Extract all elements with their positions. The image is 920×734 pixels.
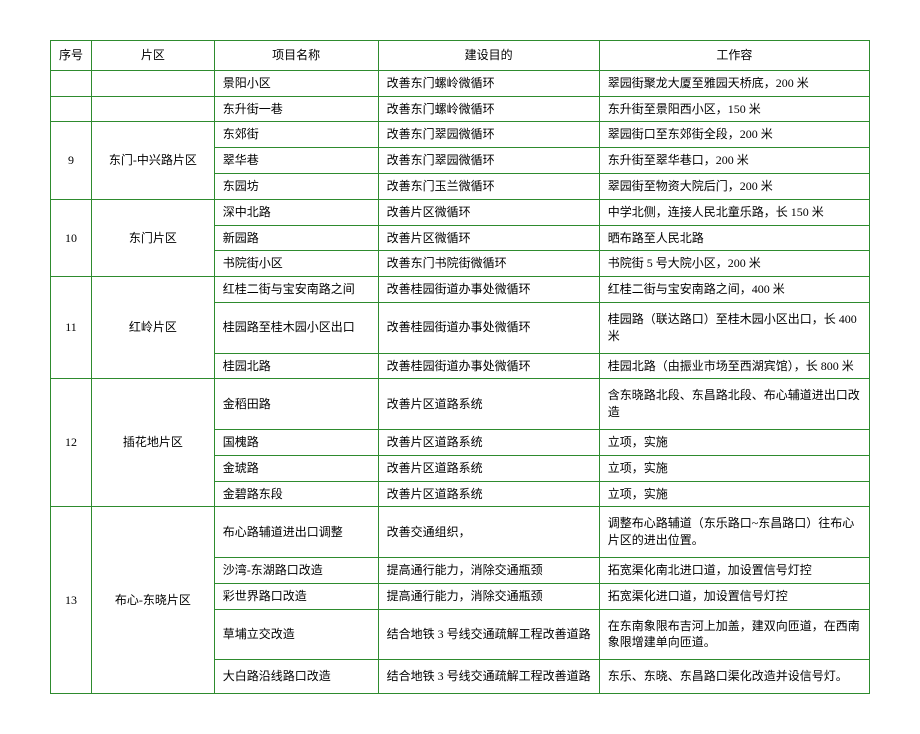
cell-work: 东乐、东晓、东昌路口渠化改造并设信号灯。 [599, 660, 869, 694]
cell-goal: 改善东门书院街微循环 [378, 251, 599, 277]
cell-seq: 13 [51, 507, 92, 694]
cell-proj: 草埔立交改造 [214, 609, 378, 660]
cell-work: 立项，实施 [599, 429, 869, 455]
cell-goal: 改善东门螺岭微循环 [378, 70, 599, 96]
cell-work: 东升街至景阳西小区，150 米 [599, 96, 869, 122]
cell-work: 红桂二街与宝安南路之间，400 米 [599, 277, 869, 303]
cell-proj: 书院街小区 [214, 251, 378, 277]
cell-goal: 改善交通组织， [378, 507, 599, 558]
cell-work: 翠园街聚龙大厦至雅园天桥底，200 米 [599, 70, 869, 96]
cell-proj: 东郊街 [214, 122, 378, 148]
table-row: 东升街一巷 改善东门螺岭微循环 东升街至景阳西小区，150 米 [51, 96, 870, 122]
th-area: 片区 [91, 41, 214, 71]
cell-work: 拓宽渠化南北进口道，加设置信号灯控 [599, 557, 869, 583]
cell-proj: 桂园路至桂木园小区出口 [214, 302, 378, 353]
cell-area [91, 96, 214, 122]
cell-goal: 改善东门螺岭微循环 [378, 96, 599, 122]
cell-work: 翠园街口至东郊街全段，200 米 [599, 122, 869, 148]
cell-work: 桂园北路（由振业市场至西湖宾馆），长 800 米 [599, 353, 869, 379]
table-row: 9 东门-中兴路片区 东郊街 改善东门翠园微循环 翠园街口至东郊街全段，200 … [51, 122, 870, 148]
cell-goal: 改善东门翠园微循环 [378, 148, 599, 174]
cell-goal: 提高通行能力，消除交通瓶颈 [378, 557, 599, 583]
cell-seq: 9 [51, 122, 92, 199]
cell-work: 晒布路至人民北路 [599, 225, 869, 251]
cell-seq [51, 96, 92, 122]
header-row: 序号 片区 项目名称 建设目的 工作容 [51, 41, 870, 71]
cell-goal: 改善桂园街道办事处微循环 [378, 302, 599, 353]
th-work: 工作容 [599, 41, 869, 71]
cell-proj: 红桂二街与宝安南路之间 [214, 277, 378, 303]
cell-area: 东门-中兴路片区 [91, 122, 214, 199]
cell-area: 插花地片区 [91, 379, 214, 507]
cell-area: 红岭片区 [91, 277, 214, 379]
cell-seq: 10 [51, 199, 92, 276]
table-row: 11 红岭片区 红桂二街与宝安南路之间 改善桂园街道办事处微循环 红桂二街与宝安… [51, 277, 870, 303]
project-table: 序号 片区 项目名称 建设目的 工作容 景阳小区 改善东门螺岭微循环 翠园街聚龙… [50, 40, 870, 694]
cell-proj: 沙湾-东湖路口改造 [214, 557, 378, 583]
cell-goal: 结合地铁 3 号线交通疏解工程改善道路 [378, 660, 599, 694]
cell-work: 翠园街至物资大院后门，200 米 [599, 173, 869, 199]
cell-proj: 国槐路 [214, 429, 378, 455]
table-row: 12 插花地片区 金稻田路 改善片区道路系统 含东晓路北段、东昌路北段、布心辅道… [51, 379, 870, 430]
cell-goal: 改善桂园街道办事处微循环 [378, 277, 599, 303]
cell-proj: 深中北路 [214, 199, 378, 225]
table-row: 景阳小区 改善东门螺岭微循环 翠园街聚龙大厦至雅园天桥底，200 米 [51, 70, 870, 96]
cell-proj: 布心路辅道进出口调整 [214, 507, 378, 558]
th-seq: 序号 [51, 41, 92, 71]
cell-goal: 改善片区道路系统 [378, 429, 599, 455]
cell-goal: 改善片区道路系统 [378, 481, 599, 507]
cell-seq: 12 [51, 379, 92, 507]
cell-proj: 大白路沿线路口改造 [214, 660, 378, 694]
cell-work: 拓宽渠化进口道，加设置信号灯控 [599, 583, 869, 609]
cell-proj: 新园路 [214, 225, 378, 251]
cell-goal: 改善桂园街道办事处微循环 [378, 353, 599, 379]
cell-proj: 东园坊 [214, 173, 378, 199]
table-row: 13 布心-东晓片区 布心路辅道进出口调整 改善交通组织， 调整布心路辅道（东乐… [51, 507, 870, 558]
cell-goal: 提高通行能力，消除交通瓶颈 [378, 583, 599, 609]
cell-proj: 金琥路 [214, 455, 378, 481]
cell-goal: 改善片区微循环 [378, 225, 599, 251]
cell-area: 东门片区 [91, 199, 214, 276]
cell-proj: 桂园北路 [214, 353, 378, 379]
cell-proj: 景阳小区 [214, 70, 378, 96]
cell-work: 书院街 5 号大院小区，200 米 [599, 251, 869, 277]
th-proj: 项目名称 [214, 41, 378, 71]
cell-area [91, 70, 214, 96]
cell-area: 布心-东晓片区 [91, 507, 214, 694]
cell-proj: 金稻田路 [214, 379, 378, 430]
cell-proj: 彩世界路口改造 [214, 583, 378, 609]
cell-work: 调整布心路辅道（东乐路口~东昌路口）往布心片区的进出位置。 [599, 507, 869, 558]
cell-work: 立项，实施 [599, 455, 869, 481]
cell-goal: 改善东门玉兰微循环 [378, 173, 599, 199]
cell-goal: 改善片区微循环 [378, 199, 599, 225]
th-goal: 建设目的 [378, 41, 599, 71]
cell-proj: 东升街一巷 [214, 96, 378, 122]
cell-goal: 改善片区道路系统 [378, 379, 599, 430]
cell-goal: 改善东门翠园微循环 [378, 122, 599, 148]
cell-work: 在东南象限布吉河上加盖，建双向匝道，在西南象限增建单向匝道。 [599, 609, 869, 660]
cell-work: 含东晓路北段、东昌路北段、布心辅道进出口改造 [599, 379, 869, 430]
cell-work: 东升街至翠华巷口，200 米 [599, 148, 869, 174]
cell-seq [51, 70, 92, 96]
cell-proj: 翠华巷 [214, 148, 378, 174]
cell-goal: 结合地铁 3 号线交通疏解工程改善道路 [378, 609, 599, 660]
cell-work: 桂园路（联达路口）至桂木园小区出口，长 400 米 [599, 302, 869, 353]
cell-proj: 金碧路东段 [214, 481, 378, 507]
cell-work: 中学北侧，连接人民北童乐路，长 150 米 [599, 199, 869, 225]
cell-goal: 改善片区道路系统 [378, 455, 599, 481]
cell-seq: 11 [51, 277, 92, 379]
cell-work: 立项，实施 [599, 481, 869, 507]
table-row: 10 东门片区 深中北路 改善片区微循环 中学北侧，连接人民北童乐路，长 150… [51, 199, 870, 225]
